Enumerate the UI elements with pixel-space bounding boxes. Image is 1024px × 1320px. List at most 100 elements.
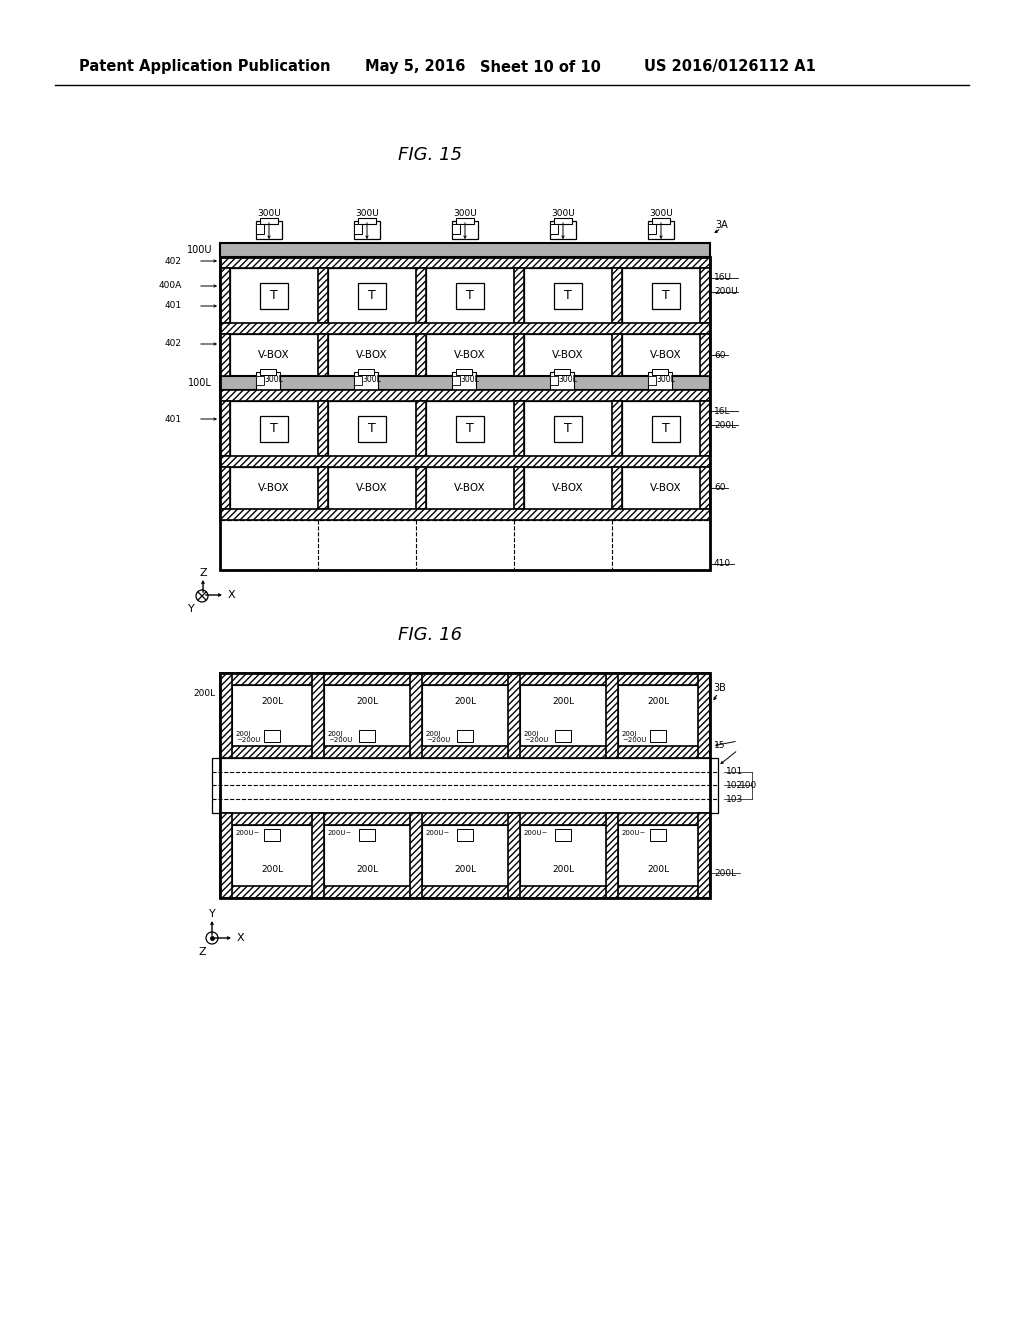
Bar [312,673,324,758]
Text: 200U~: 200U~ [328,830,352,836]
Text: 200L: 200L [261,697,283,705]
Bar [648,372,672,389]
Text: T: T [564,289,571,302]
Bar [622,268,710,323]
Bar [524,467,612,510]
Text: 300U: 300U [355,210,379,219]
Text: 200L: 200L [647,866,669,874]
Text: 400A: 400A [159,281,182,290]
Bar [220,520,710,570]
Text: 300U: 300U [454,210,477,219]
Text: 200U~: 200U~ [426,830,451,836]
Bar [260,282,288,309]
Bar [550,224,558,234]
Text: 200L: 200L [193,689,215,697]
Bar [220,813,232,898]
Bar [358,282,386,309]
Bar [358,370,374,375]
Bar [422,825,508,886]
Bar [230,268,318,323]
Text: 200J: 200J [236,731,251,737]
Bar [555,829,571,841]
Text: May 5, 2016: May 5, 2016 [365,59,465,74]
Text: 3A: 3A [716,220,728,230]
Bar [416,268,426,323]
Text: 200L: 200L [552,697,574,705]
Bar [514,401,524,455]
Bar [612,268,622,323]
Bar [652,282,680,309]
Bar [410,673,422,758]
Bar [426,334,514,376]
Bar [318,467,328,510]
Text: 300L: 300L [264,375,283,384]
Bar [232,825,312,886]
Bar [260,370,276,375]
Bar [328,268,416,323]
Bar [514,467,524,510]
Bar [220,813,710,825]
Bar [456,370,472,375]
Bar [456,218,474,224]
Text: FIG. 16: FIG. 16 [398,626,462,644]
Text: 200L: 200L [356,697,378,705]
Bar [514,334,524,376]
Text: Z: Z [200,568,207,578]
Bar [426,268,514,323]
Bar [220,673,232,758]
Bar [508,673,520,758]
Bar [220,886,710,898]
Bar [220,376,710,389]
Bar [514,268,524,323]
Text: X: X [237,933,244,942]
Bar [220,323,710,334]
Bar [220,467,230,510]
Bar [230,401,318,455]
Bar [550,220,575,239]
Text: T: T [270,422,278,436]
Text: V-BOX: V-BOX [356,483,388,492]
Bar [650,730,666,742]
Text: 200J: 200J [524,731,540,737]
Bar [422,685,508,746]
Text: V-BOX: V-BOX [455,483,485,492]
Bar [618,685,698,746]
Text: 402: 402 [165,339,182,348]
Bar [698,813,710,898]
Bar [220,746,710,758]
Bar [426,467,514,510]
Bar [648,376,656,385]
Bar [256,224,264,234]
Text: 3B: 3B [714,682,726,693]
Text: V-BOX: V-BOX [258,483,290,492]
Bar [359,730,375,742]
Bar [220,673,710,898]
Bar [524,334,612,376]
Bar [524,268,612,323]
Text: ~200U: ~200U [426,737,451,743]
Text: 101: 101 [726,767,743,776]
Text: 200L: 200L [552,866,574,874]
Text: T: T [466,422,474,436]
Bar [354,220,380,239]
Bar [212,758,718,813]
Text: V-BOX: V-BOX [650,483,682,492]
Bar [312,813,324,898]
Bar [520,685,606,746]
Bar [452,376,460,385]
Bar [220,268,230,323]
Text: 200J: 200J [622,731,637,737]
Text: 402: 402 [165,256,182,265]
Text: 16L: 16L [714,407,730,416]
Text: V-BOX: V-BOX [552,350,584,360]
Bar [652,370,668,375]
Bar [324,685,410,746]
Bar [256,220,282,239]
Bar [648,220,674,239]
Bar [520,825,606,886]
Bar [554,370,570,375]
Text: 100U: 100U [186,246,212,255]
Text: 410: 410 [714,560,731,569]
Bar [232,685,312,746]
Text: 300U: 300U [257,210,281,219]
